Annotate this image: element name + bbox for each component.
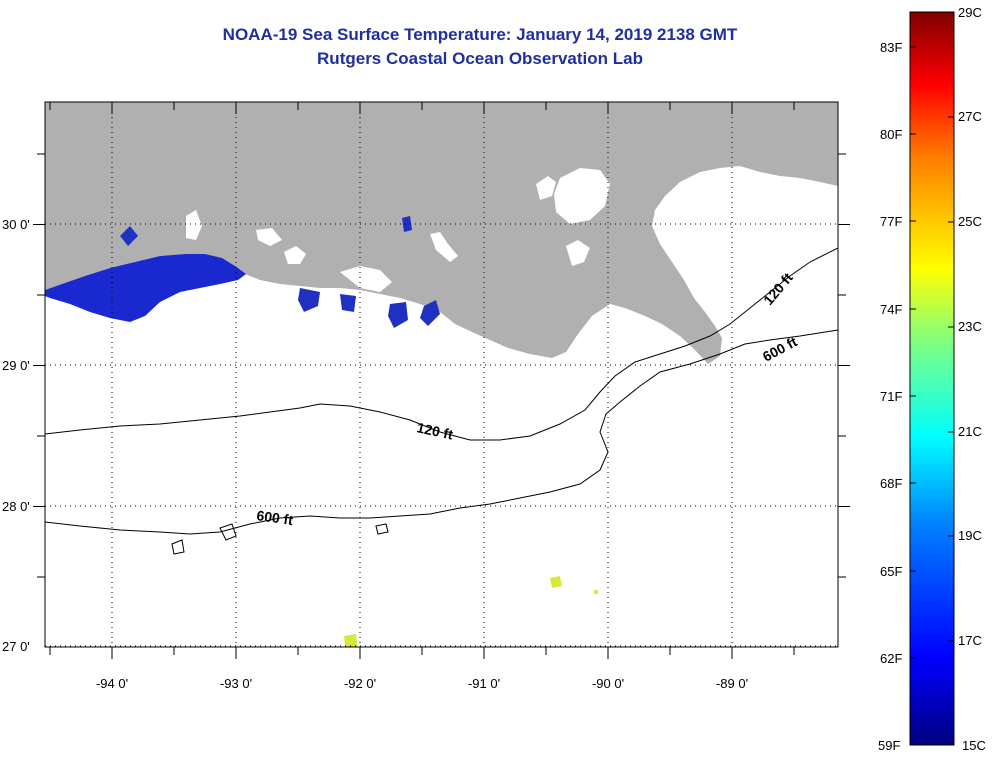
warm-water-patch <box>594 590 598 594</box>
cold-water-patch <box>298 288 320 312</box>
contour-islet <box>219 523 237 541</box>
cold-water-patch <box>402 216 412 232</box>
colorbar-c-label: 29C <box>958 5 982 20</box>
lon-label: -92 0' <box>344 676 376 691</box>
colorbar-c-label: 15C <box>962 738 986 753</box>
land-area <box>45 102 838 364</box>
map-subtitle: Rutgers Coastal Ocean Observation Lab <box>317 49 643 68</box>
lon-label: -91 0' <box>468 676 500 691</box>
graticule <box>45 102 838 647</box>
lat-label: 28 0' <box>2 499 30 514</box>
colorbar-f-label: 77F <box>880 214 902 229</box>
lon-label: -89 0' <box>716 676 748 691</box>
lon-label: -90 0' <box>592 676 624 691</box>
colorbar-f-label: 62F <box>880 651 902 666</box>
warm-water-patch <box>344 634 358 647</box>
map-title: NOAA-19 Sea Surface Temperature: January… <box>222 25 738 44</box>
cloud-patch <box>256 228 282 246</box>
colorbar-f-label: 74F <box>880 302 902 317</box>
warm-water-patch <box>550 576 562 588</box>
cloud-patch <box>430 232 458 262</box>
cloud-patch <box>284 246 306 264</box>
cloud-patch <box>536 176 556 200</box>
colorbar-f-label: 71F <box>880 389 902 404</box>
colorbar-f-label: 59F <box>878 738 900 753</box>
cold-water-patch <box>120 226 138 246</box>
cold-water-patch <box>420 300 440 326</box>
axis-ticks <box>33 102 850 659</box>
colorbar-ticks <box>910 46 954 659</box>
colorbar-c-label: 21C <box>958 424 982 439</box>
colorbar <box>909 11 955 746</box>
contour-label: 600 ft <box>256 507 295 528</box>
colorbar-c-label: 17C <box>958 633 982 648</box>
lon-label: -93 0' <box>220 676 252 691</box>
colorbar-f-label: 83F <box>880 40 902 55</box>
contour-600ft-west <box>45 329 838 535</box>
cloud-patch <box>554 168 610 224</box>
colorbar-f-label: 65F <box>880 564 902 579</box>
colorbar-c-label: 19C <box>958 528 982 543</box>
colorbar-c-label: 27C <box>958 109 982 124</box>
lat-label: 27 0' <box>2 639 30 654</box>
colorbar-c-label: 23C <box>958 319 982 334</box>
cold-water-patch <box>340 294 356 312</box>
colorbar-f-label: 68F <box>880 476 902 491</box>
contour-islet <box>375 523 389 535</box>
cold-water-patch <box>388 302 408 328</box>
contour-islet <box>171 539 185 555</box>
cloud-patch <box>340 266 392 292</box>
contour-label: 600 ft <box>760 333 800 364</box>
colorbar-f-label: 80F <box>880 127 902 142</box>
lat-label: 29 0' <box>2 358 30 373</box>
contour-label: 120 ft <box>415 419 454 442</box>
lon-label: -94 0' <box>96 676 128 691</box>
cloud-patch <box>186 210 202 240</box>
lat-label: 30 0' <box>2 217 30 232</box>
cold-water-region <box>45 254 246 322</box>
map-frame <box>44 101 839 648</box>
cloud-patch <box>665 174 838 336</box>
cloud-patch <box>566 240 590 266</box>
contour-120ft-west <box>45 247 838 441</box>
colorbar-c-label: 25C <box>958 214 982 229</box>
